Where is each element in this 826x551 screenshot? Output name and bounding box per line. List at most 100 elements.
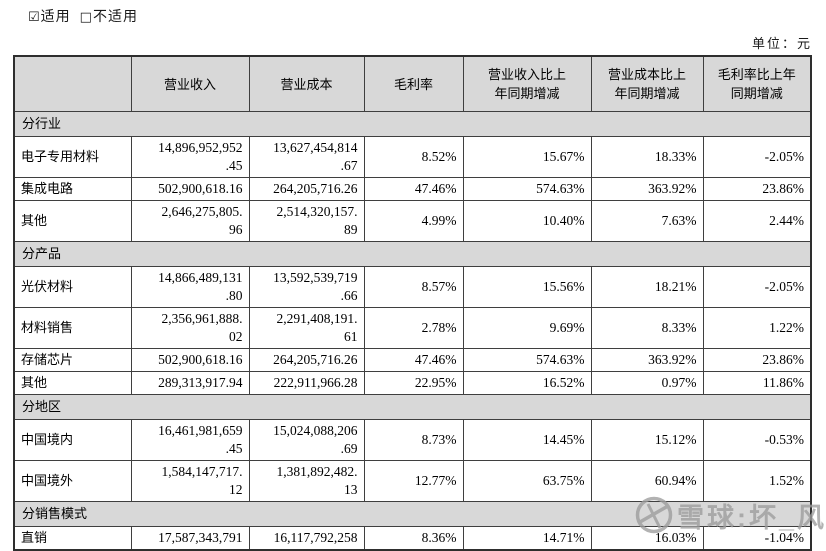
percent-cell: 60.94% — [590, 460, 704, 502]
amount-cell: 502,900,618.16 — [130, 348, 250, 372]
table-header-row: 营业收入 营业成本 毛利率 营业收入比上 年同期增减 营业成本比上 年同期增减 … — [13, 55, 812, 112]
section-title: 分销售模式 — [13, 501, 812, 527]
percent-cell: 1.52% — [702, 460, 812, 502]
percent-cell: 23.86% — [702, 177, 812, 201]
percent-cell: 15.67% — [462, 136, 592, 178]
percent-cell: 574.63% — [462, 177, 592, 201]
amount-cell: 16,461,981,659 .45 — [130, 419, 250, 461]
amount-cell: 2,291,408,191. 61 — [248, 307, 365, 349]
col-header-gross-margin-yoy: 毛利率比上年 同期增减 — [702, 55, 812, 112]
percent-cell: 18.21% — [590, 266, 704, 308]
percent-cell: 15.56% — [462, 266, 592, 308]
amount-cell: 1,381,892,482. 13 — [248, 460, 365, 502]
section-title: 分地区 — [13, 394, 812, 420]
table-row: 其他 289,313,917.94 222,911,966.28 22.95% 16.5… — [13, 371, 812, 395]
amount-cell: 16,117,792,258 — [248, 526, 365, 551]
table-row: 中国境内 16,461,981,659 .45 15,024,088,206 .69… — [13, 419, 812, 461]
percent-cell: 16.52% — [462, 371, 592, 395]
section-title: 分产品 — [13, 241, 812, 267]
checked-checkbox-icon: ☑ — [28, 10, 41, 25]
applicable-label: 适用 — [40, 10, 71, 25]
amount-cell: 14,896,952,952 .45 — [130, 136, 250, 178]
amount-cell: 13,592,539,719 .66 — [248, 266, 365, 308]
table-row: 电子专用材料 14,896,952,952 .45 13,627,454,814 .… — [13, 136, 812, 178]
amount-cell: 222,911,966.28 — [248, 371, 365, 395]
row-label: 其他 — [13, 371, 132, 395]
percent-cell: 363.92% — [590, 348, 704, 372]
row-label: 中国境外 — [13, 460, 132, 502]
amount-cell: 1,584,147,717. 12 — [130, 460, 250, 502]
percent-cell: -1.04% — [702, 526, 812, 551]
revenue-breakdown-table: 营业收入 营业成本 毛利率 营业收入比上 年同期增减 营业成本比上 年同期增减 … — [13, 55, 812, 551]
section-title: 分行业 — [13, 111, 812, 137]
row-label: 直销 — [13, 526, 132, 551]
percent-cell: 8.33% — [590, 307, 704, 349]
percent-cell: -2.05% — [702, 136, 812, 178]
row-label: 存储芯片 — [13, 348, 132, 372]
percent-cell: 8.57% — [363, 266, 464, 308]
percent-cell: 23.86% — [702, 348, 812, 372]
table-row: 存储芯片 502,900,618.16 264,205,716.26 47.46% 57… — [13, 348, 812, 372]
percent-cell: 363.92% — [590, 177, 704, 201]
row-label: 电子专用材料 — [13, 136, 132, 178]
percent-cell: 18.33% — [590, 136, 704, 178]
percent-cell: 63.75% — [462, 460, 592, 502]
percent-cell: 8.52% — [363, 136, 464, 178]
amount-cell: 264,205,716.26 — [248, 177, 365, 201]
row-label: 中国境内 — [13, 419, 132, 461]
col-header-cost-yoy: 营业成本比上 年同期增减 — [590, 55, 704, 112]
col-header-gross-margin: 毛利率 — [363, 55, 464, 112]
table-row: 集成电路 502,900,618.16 264,205,716.26 47.46% 57… — [13, 177, 812, 201]
percent-cell: 14.45% — [462, 419, 592, 461]
percent-cell: 11.86% — [702, 371, 812, 395]
percent-cell: 47.46% — [363, 177, 464, 201]
percent-cell: 574.63% — [462, 348, 592, 372]
section-row: 分销售模式 — [13, 501, 812, 527]
amount-cell: 17,587,343,791 — [130, 526, 250, 551]
amount-cell: 2,514,320,157. 89 — [248, 200, 365, 242]
percent-cell: 4.99% — [363, 200, 464, 242]
percent-cell: 9.69% — [462, 307, 592, 349]
unit-label: 单位：元 — [751, 36, 812, 51]
percent-cell: 15.12% — [590, 419, 704, 461]
percent-cell: -0.53% — [702, 419, 812, 461]
section-row: 分地区 — [13, 394, 812, 420]
percent-cell: 14.71% — [462, 526, 592, 551]
section-row: 分产品 — [13, 241, 812, 267]
amount-cell: 15,024,088,206 .69 — [248, 419, 365, 461]
amount-cell: 2,356,961,888. 02 — [130, 307, 250, 349]
col-header-cost: 营业成本 — [248, 55, 365, 112]
col-header-revenue: 营业收入 — [130, 55, 250, 112]
col-header-revenue-yoy: 营业收入比上 年同期增减 — [462, 55, 592, 112]
percent-cell: 16.03% — [590, 526, 704, 551]
table-row: 材料销售 2,356,961,888. 02 2,291,408,191. 61 2.… — [13, 307, 812, 349]
row-label: 集成电路 — [13, 177, 132, 201]
percent-cell: 8.73% — [363, 419, 464, 461]
percent-cell: 22.95% — [363, 371, 464, 395]
amount-cell: 264,205,716.26 — [248, 348, 365, 372]
table-row: 直销 17,587,343,791 16,117,792,258 8.36% 14.71… — [13, 526, 812, 551]
table-row: 光伏材料 14,866,489,131 .80 13,592,539,719 .66… — [13, 266, 812, 308]
unchecked-checkbox-icon: □ — [79, 10, 93, 25]
percent-cell: 12.77% — [363, 460, 464, 502]
amount-cell: 2,646,275,805. 96 — [130, 200, 250, 242]
amount-cell: 13,627,454,814 .67 — [248, 136, 365, 178]
table-row: 其他 2,646,275,805. 96 2,514,320,157. 89 4.99… — [13, 200, 812, 242]
percent-cell: 10.40% — [462, 200, 592, 242]
applicability-line: ☑适用 □不适用 — [28, 6, 138, 26]
percent-cell: 2.44% — [702, 200, 812, 242]
percent-cell: 1.22% — [702, 307, 812, 349]
row-label: 光伏材料 — [13, 266, 132, 308]
percent-cell: 8.36% — [363, 526, 464, 551]
col-header-blank — [13, 55, 132, 112]
percent-cell: -2.05% — [702, 266, 812, 308]
table-row: 中国境外 1,584,147,717. 12 1,381,892,482. 13 12… — [13, 460, 812, 502]
not-applicable-label: 不适用 — [92, 10, 138, 25]
percent-cell: 7.63% — [590, 200, 704, 242]
percent-cell: 47.46% — [363, 348, 464, 372]
amount-cell: 289,313,917.94 — [130, 371, 250, 395]
percent-cell: 0.97% — [590, 371, 704, 395]
percent-cell: 2.78% — [363, 307, 464, 349]
section-row: 分行业 — [13, 111, 812, 137]
table-body: 分行业 电子专用材料 14,896,952,952 .45 13,627,454,81… — [13, 111, 812, 551]
